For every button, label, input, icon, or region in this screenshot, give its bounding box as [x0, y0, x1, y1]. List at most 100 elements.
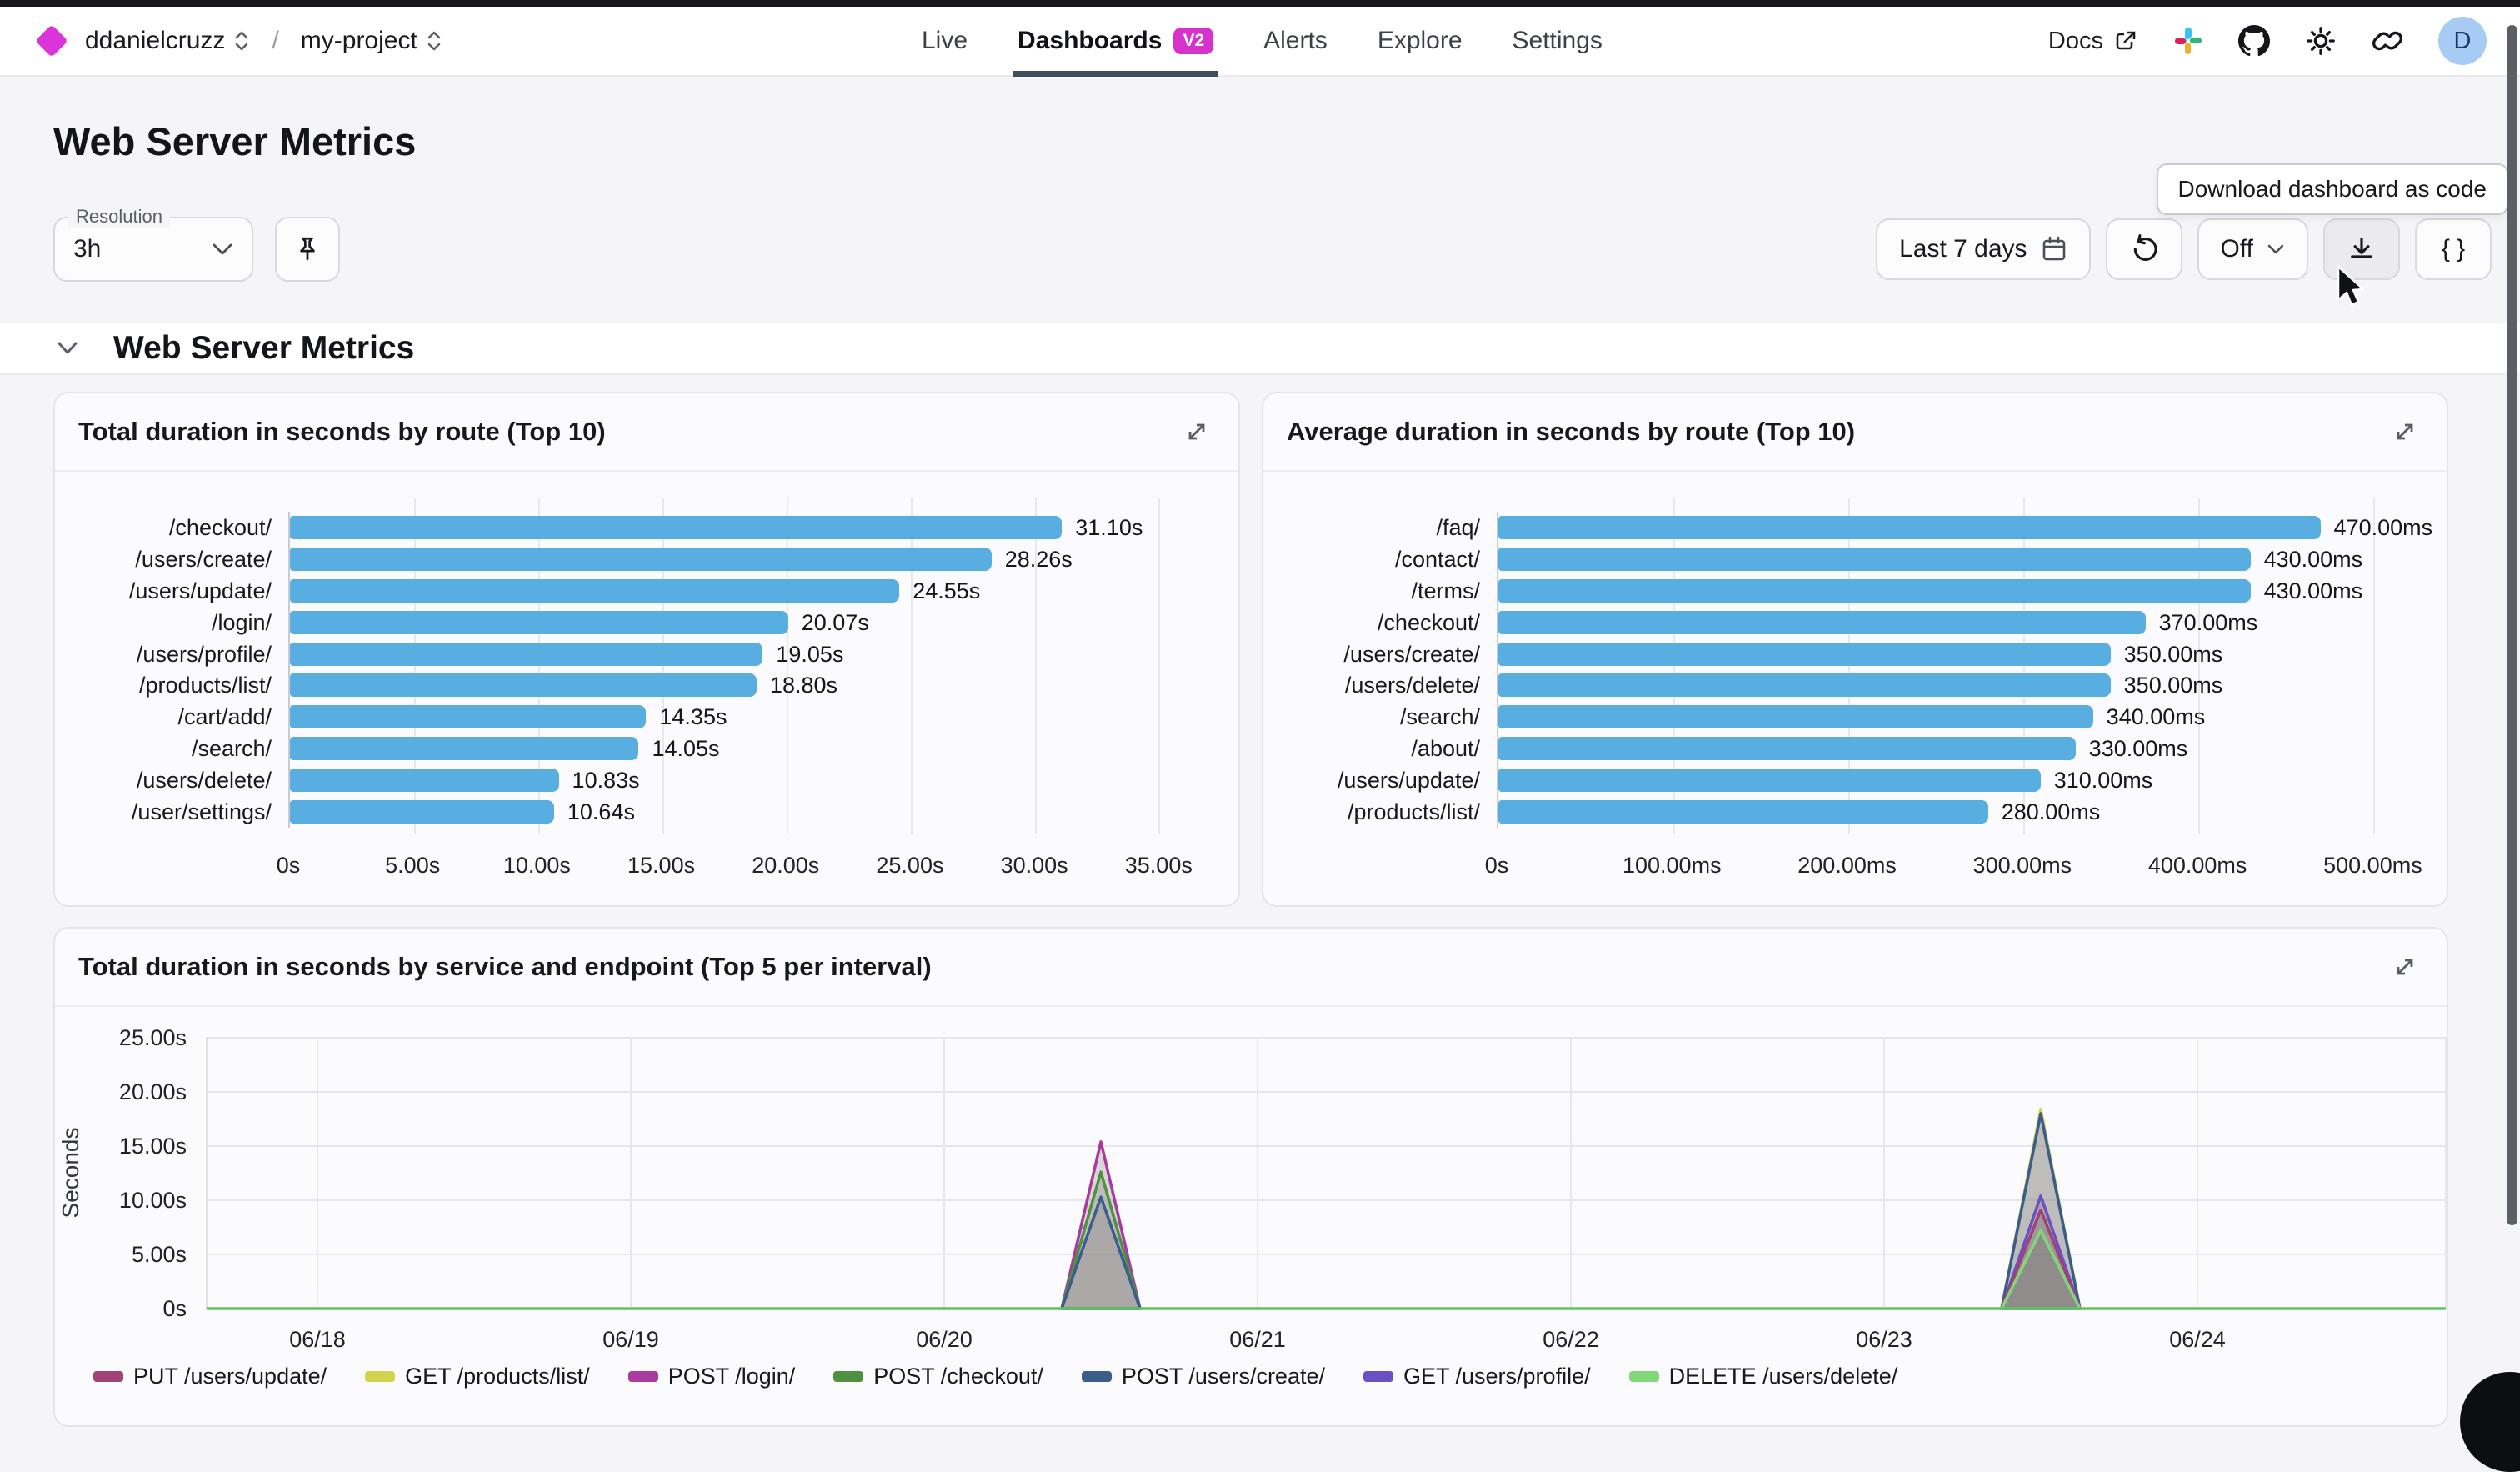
refresh-icon [2133, 234, 2158, 261]
bar-value-label: 430.00ms [2263, 578, 2363, 603]
nav-tabs: Live Dashboards V2 Alerts Explore Settin… [897, 7, 1628, 77]
gridline [1848, 498, 1850, 834]
bar-row: /users/create/28.26s [135, 543, 1208, 575]
tab-live[interactable]: Live [922, 27, 968, 54]
bar [290, 610, 788, 634]
x-tick-label: 20.00s [752, 853, 820, 878]
collapse-chevron-icon [58, 342, 78, 354]
legend-label: POST /checkout/ [873, 1364, 1043, 1389]
bar-value-label: 350.00ms [2123, 673, 2223, 698]
legend-swatch [1081, 1371, 1112, 1382]
github-icon[interactable] [2238, 25, 2270, 57]
updown-chevron-icon [428, 31, 441, 51]
bar-chart: /checkout/31.10s/users/create/28.26s/use… [129, 498, 1208, 834]
time-range-button[interactable]: Last 7 days [1876, 218, 2091, 280]
download-dashboard-button[interactable] [2323, 218, 2400, 280]
bar [290, 769, 559, 793]
bar-category-label: /contact/ [1394, 546, 1480, 572]
panel-title: Total duration in seconds by service and… [78, 952, 932, 981]
pin-resolution-button[interactable] [275, 217, 340, 282]
bar-category-label: /users/update/ [128, 578, 272, 603]
refresh-interval-select[interactable]: Off [2197, 218, 2308, 280]
bar-row: /users/update/24.55s [129, 575, 1208, 607]
breadcrumb-separator: / [272, 27, 279, 54]
bar-row: /login/20.07s [212, 607, 1208, 638]
svg-text:06/18: 06/18 [289, 1327, 346, 1352]
legend-swatch [1628, 1371, 1659, 1382]
theme-toggle-sun-icon[interactable] [2305, 25, 2337, 57]
legend-label: POST /users/create/ [1121, 1364, 1325, 1389]
share-link-icon[interactable] [2372, 25, 2403, 57]
legend-swatch [93, 1371, 123, 1382]
legend-item[interactable]: DELETE /users/delete/ [1628, 1364, 1898, 1389]
expand-panel-button[interactable] [2387, 949, 2423, 985]
window-top-strip [0, 0, 2520, 7]
gridline [2022, 498, 2025, 834]
expand-icon [2397, 423, 2413, 440]
tab-dashboards[interactable]: Dashboards V2 [992, 7, 1238, 77]
tab-settings[interactable]: Settings [1512, 27, 1602, 54]
brand-logo-icon[interactable] [35, 24, 68, 58]
bar [290, 547, 992, 571]
bar-value-label: 370.00ms [2158, 609, 2258, 635]
x-tick-label: 30.00s [1000, 853, 1068, 878]
legend-item[interactable]: PUT /users/update/ [93, 1364, 327, 1389]
bar-row: /users/profile/19.05s [137, 638, 1208, 670]
avatar[interactable]: D [2438, 17, 2487, 65]
bar-category-label: /cart/add/ [178, 704, 272, 730]
slack-icon[interactable] [2173, 26, 2203, 56]
section-header[interactable]: Web Server Metrics [0, 323, 2520, 375]
legend-item[interactable]: POST /login/ [628, 1364, 795, 1389]
expand-icon [1188, 423, 1205, 440]
bar-category-label: /search/ [191, 736, 272, 762]
bar-category-label: /about/ [1411, 736, 1480, 762]
svg-text:06/24: 06/24 [2169, 1327, 2226, 1352]
legend-label: GET /products/list/ [405, 1364, 590, 1389]
gridline [662, 498, 664, 834]
updown-chevron-icon [236, 31, 248, 51]
bar-category-label: /faq/ [1436, 515, 1480, 540]
corner-floating-button[interactable] [2460, 1372, 2520, 1472]
scrollbar-thumb[interactable] [2507, 25, 2518, 1225]
x-tick-label: 200.00ms [1798, 853, 1897, 878]
refresh-button[interactable] [2105, 218, 2182, 280]
legend-item[interactable]: POST /users/create/ [1081, 1364, 1325, 1389]
bar-row: /products/list/280.00ms [1348, 796, 2417, 828]
project-switcher[interactable]: my-project [301, 27, 442, 55]
bar [1498, 737, 2076, 761]
tab-alerts[interactable]: Alerts [1263, 27, 1328, 54]
docs-link[interactable]: Docs [2048, 28, 2138, 55]
bar-category-label: /checkout/ [168, 515, 272, 540]
panel-header: Total duration in seconds by route (Top … [55, 393, 1238, 472]
bar-category-label: /users/create/ [1343, 641, 1480, 667]
svg-text:25.00s: 25.00s [119, 1025, 187, 1050]
x-tick-label: 25.00s [876, 853, 944, 878]
bar-row: /search/340.00ms [1400, 701, 2417, 733]
bar-category-label: /terms/ [1411, 578, 1480, 603]
resolution-select[interactable]: Resolution 3h [53, 206, 253, 282]
org-switcher[interactable]: ddanielcruzz [85, 27, 250, 55]
x-tick-label: 0s [276, 853, 301, 878]
bar-value-label: 340.00ms [2106, 704, 2206, 730]
legend-item[interactable]: POST /checkout/ [833, 1364, 1043, 1389]
svg-text:5.00s: 5.00s [132, 1242, 187, 1267]
legend-item[interactable]: GET /products/list/ [365, 1364, 590, 1389]
x-tick-label: 0s [1484, 853, 1509, 878]
bar-row: /about/330.00ms [1411, 733, 2417, 764]
gridline [1672, 498, 1675, 834]
chevron-down-icon [2268, 244, 2284, 254]
dashboard-controls-right: Last 7 days Off { } [1876, 218, 2492, 280]
bar-row: /products/list/18.80s [139, 669, 1208, 701]
bar [290, 705, 647, 729]
project-name: my-project [300, 27, 418, 54]
tab-explore[interactable]: Explore [1377, 27, 1462, 54]
expand-panel-button[interactable] [1178, 413, 1215, 450]
code-braces-button[interactable]: { } [2415, 218, 2492, 280]
bar-category-label: /login/ [211, 609, 272, 635]
expand-panel-button[interactable] [2387, 413, 2423, 450]
legend-item[interactable]: GET /users/profile/ [1363, 1364, 1591, 1389]
x-axis: 0s 5.00s 10.00s 15.00s 20.00s 25.00s 30.00s 35.… [277, 841, 1208, 888]
bar [1498, 642, 2111, 666]
bar-category-label: /search/ [1399, 704, 1480, 730]
bar-value-label: 20.07s [801, 609, 869, 635]
